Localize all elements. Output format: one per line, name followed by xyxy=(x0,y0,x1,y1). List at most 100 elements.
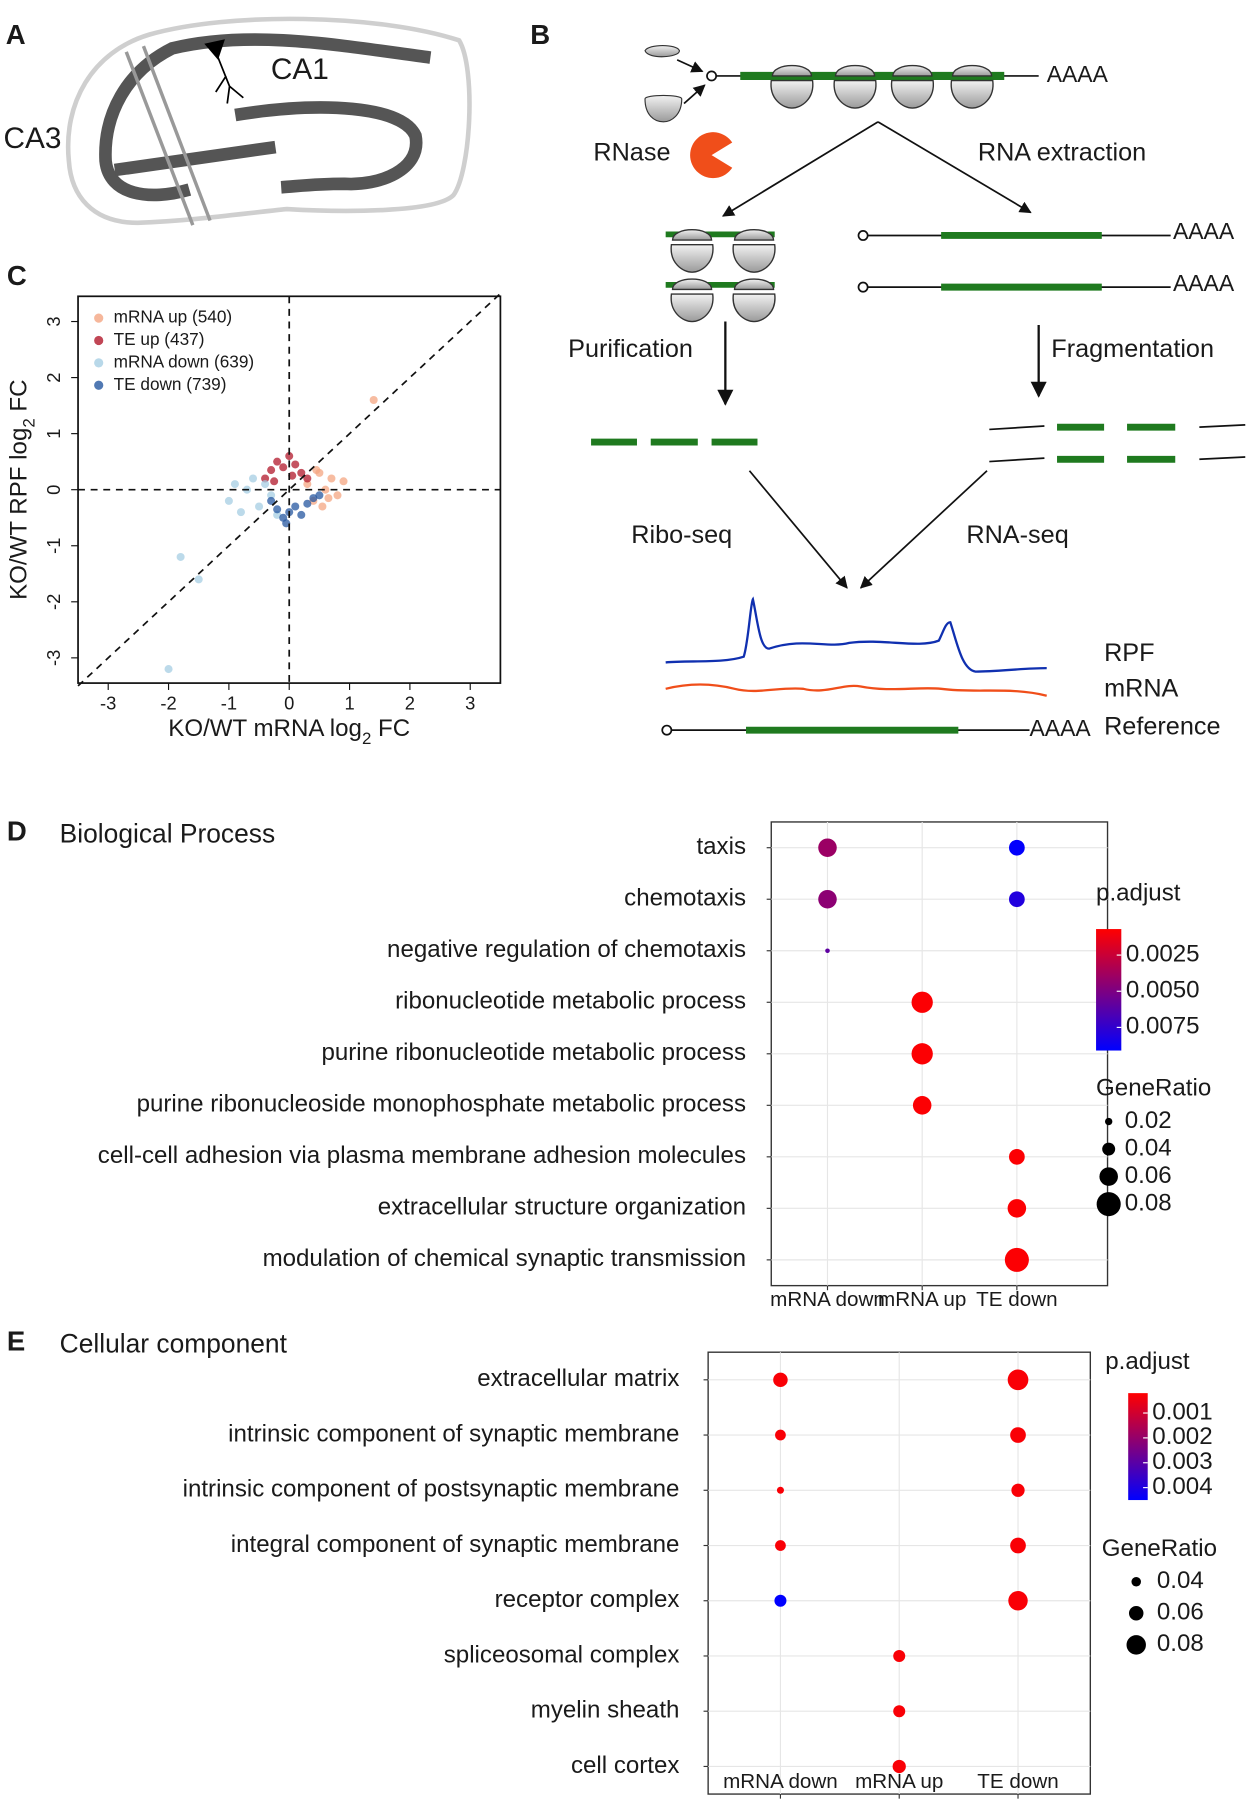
point xyxy=(279,463,288,472)
step-label: RNase xyxy=(593,139,670,167)
x-tick-label: mRNA up xyxy=(855,1770,943,1793)
point xyxy=(321,485,330,494)
y-tick-label: taxis xyxy=(696,833,746,860)
y-tick-label: intrinsic component of synaptic membrane xyxy=(228,1420,679,1447)
dot xyxy=(1008,839,1025,856)
size-key-label: 0.08 xyxy=(1125,1190,1172,1217)
arrow xyxy=(748,470,848,589)
neuron xyxy=(204,39,225,60)
legend-label: mRNA up (540) xyxy=(114,307,233,327)
legend-title: GeneRatio xyxy=(1102,1535,1217,1562)
x-tick-label: -2 xyxy=(160,693,176,714)
color-tick-label: 0.001 xyxy=(1152,1398,1212,1425)
point xyxy=(303,474,312,483)
point xyxy=(369,395,378,405)
arrow xyxy=(683,84,706,105)
legend-title: p.adjust xyxy=(1105,1348,1190,1375)
dg-layer xyxy=(234,101,423,194)
size-key xyxy=(1099,1167,1118,1186)
dot xyxy=(1010,1427,1026,1443)
point xyxy=(312,466,321,475)
point xyxy=(230,480,239,489)
legend-title: p.adjust xyxy=(1096,880,1181,907)
point xyxy=(339,477,348,486)
size-key xyxy=(1131,1576,1141,1587)
color-tick-label: 0.004 xyxy=(1152,1473,1212,1500)
y-tick-label: 3 xyxy=(43,316,64,326)
dot xyxy=(1011,1483,1025,1497)
y-tick-label: myelin sheath xyxy=(531,1697,680,1724)
y-tick-label: 0 xyxy=(43,485,64,495)
region-label: CA1 xyxy=(271,53,329,86)
point xyxy=(267,496,276,505)
dot xyxy=(1004,1247,1029,1272)
dot xyxy=(1010,1537,1026,1554)
panel-b: B AAAA RNase RNA extraction AAAA AAAA Pu… xyxy=(530,19,1246,741)
panel-label: A xyxy=(6,19,26,50)
polya: AAAA xyxy=(1047,61,1109,87)
panel-title: Biological Process xyxy=(60,819,276,849)
y-tick-label: modulation of chemical synaptic transmis… xyxy=(263,1245,746,1272)
dot xyxy=(893,1649,906,1662)
point xyxy=(315,491,324,500)
size-key xyxy=(1096,1192,1121,1217)
panel-label: E xyxy=(7,1325,25,1356)
point xyxy=(261,474,270,483)
x-tick-label: TE down xyxy=(977,1770,1058,1793)
y-tick-label: integral component of synaptic membrane xyxy=(231,1531,680,1558)
polya: AAAA xyxy=(1173,270,1235,296)
cut-line xyxy=(141,45,212,222)
y-tick-label: extracellular structure organization xyxy=(378,1194,746,1221)
dot xyxy=(1007,1199,1027,1218)
y-tick-label: receptor complex xyxy=(495,1586,680,1613)
y-axis-title: KO/WT RPF log2 FC xyxy=(6,379,39,599)
arrow xyxy=(859,470,988,589)
y-tick-label: extracellular matrix xyxy=(477,1365,679,1392)
size-key-label: 0.04 xyxy=(1157,1567,1204,1594)
point xyxy=(309,494,318,503)
y-tick-label: purine ribonucleotide metabolic process xyxy=(321,1039,746,1066)
x-tick-label: 1 xyxy=(344,693,354,714)
x-tick-label: 3 xyxy=(465,693,475,714)
reference-line xyxy=(77,292,501,687)
dot xyxy=(818,889,837,909)
point xyxy=(285,452,294,461)
rnase-icon xyxy=(690,132,733,179)
point xyxy=(270,477,279,486)
arrow xyxy=(676,59,704,73)
y-tick-label: chemotaxis xyxy=(624,885,746,912)
cut-line xyxy=(124,51,195,226)
dot xyxy=(893,1705,906,1718)
y-tick-label: 2 xyxy=(43,372,64,382)
color-tick-label: 0.0050 xyxy=(1126,977,1200,1004)
x-tick-label: mRNA up xyxy=(878,1288,966,1311)
y-tick-label: 1 xyxy=(43,429,64,439)
point xyxy=(288,471,297,480)
point xyxy=(297,468,306,477)
mrna-trace xyxy=(665,683,1047,697)
legend-marker xyxy=(94,358,104,368)
step-label: Fragmentation xyxy=(1051,335,1214,363)
point xyxy=(249,474,258,483)
panel-label: C xyxy=(7,260,27,291)
dot xyxy=(1008,1591,1028,1611)
y-tick-label: -2 xyxy=(43,594,64,610)
dot xyxy=(825,948,830,954)
size-key xyxy=(1126,1635,1146,1655)
dot xyxy=(911,1043,933,1065)
point xyxy=(297,510,306,519)
y-tick-label: spliceosomal complex xyxy=(444,1641,680,1668)
point xyxy=(255,502,264,511)
x-tick-label: 0 xyxy=(284,693,294,714)
dot xyxy=(774,1594,787,1607)
legend-marker xyxy=(94,335,104,346)
cap xyxy=(857,230,869,241)
legend-title: GeneRatio xyxy=(1096,1075,1211,1102)
point xyxy=(282,519,291,528)
size-key xyxy=(1128,1606,1144,1621)
dot xyxy=(1008,1148,1025,1165)
track-label: mRNA xyxy=(1104,675,1178,703)
color-bar xyxy=(1128,1393,1148,1501)
subunit xyxy=(644,44,681,58)
